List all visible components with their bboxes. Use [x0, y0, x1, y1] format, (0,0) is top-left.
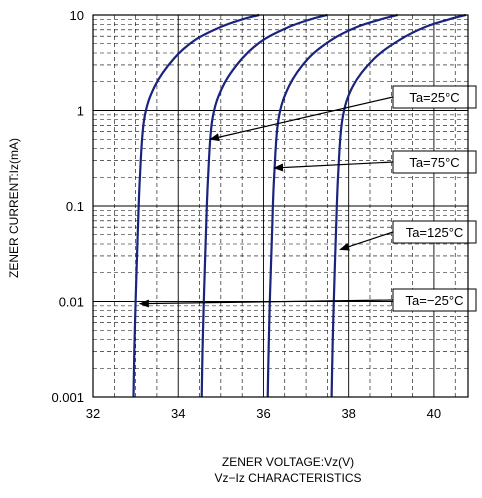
series-line-3 [266, 13, 398, 398]
x-tick-label: 38 [341, 406, 355, 421]
x-tick-label: 36 [256, 406, 270, 421]
series-line-2 [200, 13, 328, 398]
series-line-1 [132, 13, 260, 398]
plot-frame [92, 14, 469, 398]
chart-subtitle: Vz−Iz CHARACTERISTICS [214, 471, 361, 485]
y-tick-label: 0.1 [66, 199, 84, 214]
annotation-box [392, 85, 477, 109]
annotation-label: Ta=75°C [409, 155, 459, 170]
annotation-label: Ta=125°C [406, 225, 464, 240]
annotation-3: Ta=125°C [339, 220, 477, 251]
y-tick-label: 0.01 [59, 295, 84, 310]
annotation-arrow [273, 161, 394, 172]
annotation-arrow [138, 299, 394, 308]
annotation-arrow [209, 96, 394, 142]
annotation-box [392, 288, 477, 312]
annotations: Ta=25°C Ta=75°C Ta=125°C Ta=−25°C [138, 85, 477, 312]
annotation-4: Ta=−25°C [138, 288, 477, 312]
series-line-4 [330, 13, 467, 398]
annotation-2: Ta=75°C [273, 150, 477, 174]
annotation-label: Ta=−25°C [406, 293, 464, 308]
y-axis-title: ZENER CURRENT:Iz(mA) [7, 138, 21, 278]
annotation-box [392, 150, 477, 174]
tick-labels: 32 34 36 38 40 0.001 0.01 0.1 1 10 [51, 8, 441, 421]
y-tick-label: 0.001 [51, 390, 84, 405]
annotation-1: Ta=25°C [209, 85, 477, 142]
x-axis-title: ZENER VOLTAGE:Vz(V) [222, 455, 354, 469]
x-tick-label: 40 [427, 406, 441, 421]
curves [132, 13, 467, 398]
y-tick-label: 10 [70, 8, 84, 23]
x-tick-label: 34 [171, 406, 185, 421]
x-tick-label: 32 [86, 406, 100, 421]
annotation-box [392, 220, 477, 244]
annotation-label: Ta=25°C [409, 90, 459, 105]
annotation-arrow [339, 231, 394, 251]
y-tick-label: 1 [77, 104, 84, 119]
